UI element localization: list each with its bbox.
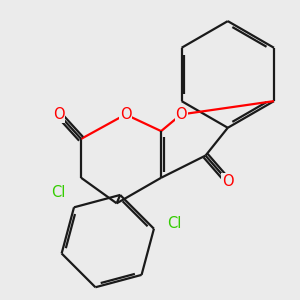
Text: O: O [222,174,234,189]
Text: Cl: Cl [167,216,182,231]
Text: O: O [120,107,131,122]
Text: O: O [175,107,187,122]
Text: Cl: Cl [52,184,66,200]
Text: O: O [53,107,65,122]
